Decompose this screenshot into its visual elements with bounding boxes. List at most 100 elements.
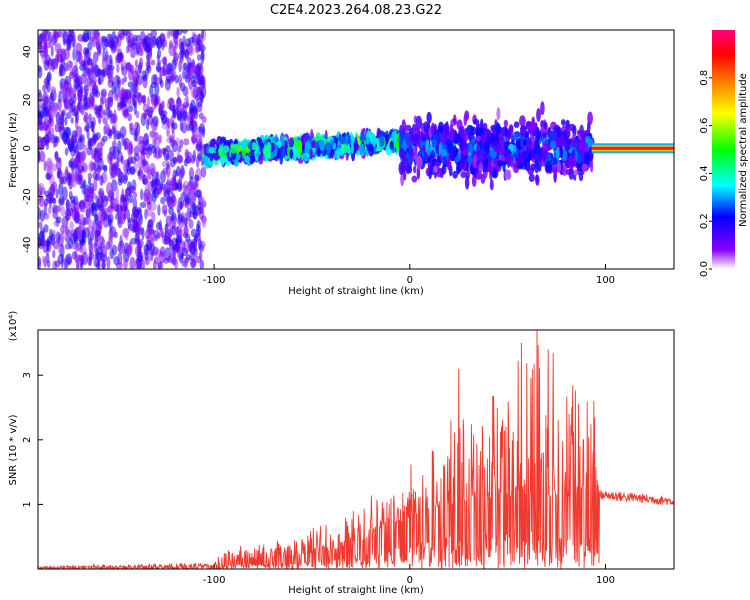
top-y-tick-label: -20 [22,188,33,204]
heat-cell [103,109,107,116]
heat-cell [430,122,435,136]
heat-cell [137,170,141,177]
heat-cell [179,119,184,132]
heat-cell [589,160,594,173]
heat-cell [188,219,194,229]
heat-cell [479,127,484,135]
heat-cell [130,42,138,50]
heat-cell [171,122,178,130]
heat-cell [55,188,59,199]
heat-cell [88,113,92,122]
heat-cell [135,221,142,234]
heat-cell [159,74,163,85]
heat-cell [570,138,577,148]
heat-cell [137,156,144,170]
heat-cell [574,169,579,176]
heat-cell [83,125,90,132]
heat-cell [536,108,541,122]
heat-cell [87,178,92,186]
heat-cell [489,168,493,181]
heat-cell [196,133,201,145]
heat-cell [55,216,62,224]
heat-cell [288,137,295,148]
heat-cell [166,174,170,186]
heat-cell [147,226,154,236]
heat-cell [56,157,62,171]
heat-cell [137,42,143,57]
heat-cell [333,137,339,144]
heat-cell [512,134,519,141]
heat-cell [565,169,573,176]
heat-cell [456,119,463,130]
heat-cell [504,126,509,138]
heat-cell [258,153,264,165]
heat-cell [157,232,161,240]
heat-cell [82,179,87,189]
heat-cell [517,163,523,170]
heat-cell [93,178,98,192]
heat-cell [525,163,531,172]
heat-cell [583,151,591,163]
heat-cell [196,220,201,229]
heat-cell [55,111,61,125]
heat-cell [143,194,147,208]
heat-cell [150,145,157,154]
heat-cell [128,194,134,204]
heat-cell [213,152,220,161]
heat-cell [181,110,188,122]
heat-cell [191,80,198,88]
heat-cell [181,30,188,34]
heat-cell [75,42,83,56]
bottom-y-axis-label: SNR (10 * v/v) [8,414,19,485]
heat-cell [94,214,99,226]
heat-cell [84,89,88,101]
heat-cell [45,157,53,172]
heat-cell [38,182,45,191]
bottom-y-tick-label: 1 [22,501,33,507]
heat-cell [48,101,52,112]
heat-cell [199,90,205,104]
heat-cell [289,149,294,159]
heat-cell [54,260,61,268]
heat-cell [519,115,526,127]
heat-cell [180,53,184,64]
heat-cell [490,124,497,131]
heat-cell [38,64,42,73]
heat-cell [335,147,343,156]
heat-cell [482,122,488,131]
heat-cell [416,166,421,180]
heat-cell [178,38,183,51]
heat-cell [97,157,104,171]
heat-cell [427,145,431,157]
heat-cell [59,65,66,77]
heat-cell [553,125,559,133]
heat-cell [408,141,412,153]
heat-cell [453,114,457,125]
heat-cell [89,82,93,93]
heat-cell [193,235,198,248]
heat-cell [438,125,444,133]
heat-cell [503,119,509,128]
heat-cell [185,151,192,158]
heat-cell [176,181,183,193]
heat-cell [495,122,501,135]
heat-cell [543,121,548,130]
heat-cell [354,143,360,152]
heat-cell [191,180,198,190]
heat-cell [208,146,215,154]
heat-cell [489,179,494,191]
heat-cell [577,151,583,165]
heat-cell [87,172,93,180]
heat-cell [171,224,176,236]
bottom-axes: -100 0 100 1 2 3 [22,372,615,586]
heat-cell [50,45,54,57]
heat-cell [412,123,417,133]
heat-cell [153,234,158,242]
heat-cell [82,30,90,43]
heat-cell [171,74,176,82]
heat-cell [184,95,188,104]
heat-cell [123,75,128,83]
heat-cell [179,201,183,209]
heat-cell [78,52,83,65]
heat-cell [77,226,83,240]
